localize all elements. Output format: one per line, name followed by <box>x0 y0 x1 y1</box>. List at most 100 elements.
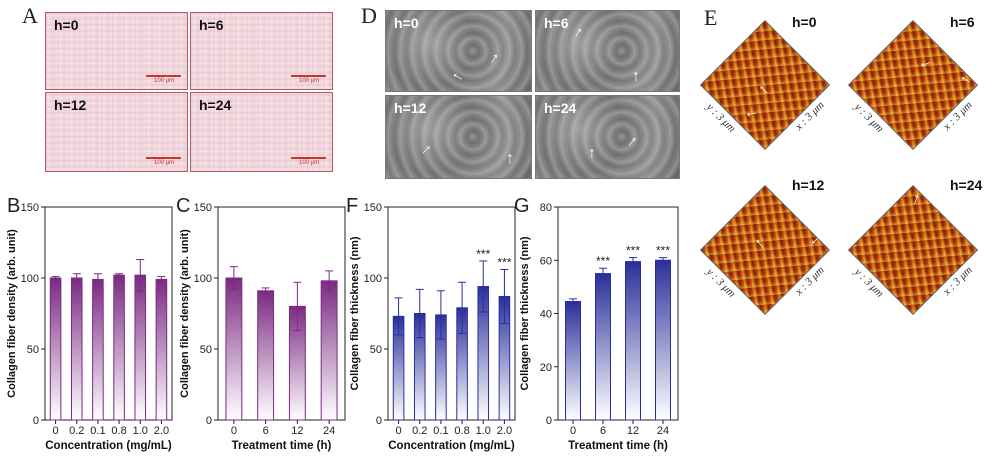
tile-label: h=12 <box>54 97 87 113</box>
y-tick-label: 20 <box>540 362 552 374</box>
y-tick-label: 0 <box>33 415 39 427</box>
tile-label: h=0 <box>54 17 79 33</box>
tile-label: h=12 <box>792 177 825 193</box>
bar <box>257 290 275 421</box>
x-tick-label: 1.0 <box>133 425 148 437</box>
x-axis-label: Concentration (mg/mL) <box>45 440 172 452</box>
tile-label: h=6 <box>544 15 569 31</box>
sem-image-h6: h=6 ↑ ↑ <box>535 10 680 92</box>
scale-bar <box>146 75 181 77</box>
bar <box>49 277 62 421</box>
tile-label: h=24 <box>199 97 232 113</box>
x-tick-label: 12 <box>627 425 639 437</box>
plot-frame <box>217 206 346 421</box>
significance-label: *** <box>476 247 490 261</box>
significance-label: *** <box>656 244 670 258</box>
significance-label: *** <box>626 244 640 258</box>
bar <box>92 278 104 421</box>
bar <box>320 280 338 421</box>
x-tick-label: 0.1 <box>433 425 448 437</box>
histology-image-h12: h=12 100 μm <box>45 92 188 172</box>
scale-bar-label: 100 μm <box>154 78 175 84</box>
y-tick-label: 40 <box>540 309 552 321</box>
arrow-icon: ↑ <box>632 68 640 85</box>
y-tick-label: 150 <box>21 202 39 214</box>
y-axis-label: Collagen fiber thickness (nm) <box>349 236 361 390</box>
y-tick-label: 50 <box>200 344 212 356</box>
x-tick-label: 0.8 <box>454 425 469 437</box>
x-tick-label: 0.2 <box>412 425 427 437</box>
scale-bar-label: 100 μm <box>154 160 175 166</box>
scale-bar <box>291 75 326 77</box>
x-tick-label: 0 <box>231 425 237 437</box>
bar <box>113 274 125 421</box>
x-tick-label: 2.0 <box>497 425 512 437</box>
x-tick-label: 0.1 <box>90 425 105 437</box>
y-tick-label: 150 <box>194 202 212 214</box>
significance-label: *** <box>497 255 511 269</box>
sem-image-h24: h=24 ↑ ↑ <box>535 95 680 179</box>
x-tick-label: 0 <box>53 425 59 437</box>
y-tick-label: 150 <box>364 202 382 214</box>
scale-bar <box>146 157 181 159</box>
x-tick-label: 24 <box>323 425 335 437</box>
arrow-icon: ↑ <box>506 150 514 167</box>
y-tick-label: 100 <box>364 273 382 285</box>
y-axis-label: Collagen fiber density (arb. unit) <box>179 229 191 398</box>
bar <box>225 277 243 421</box>
bar <box>655 259 671 421</box>
y-tick-label: 50 <box>27 344 39 356</box>
x-axis-label: Concentration (mg/mL) <box>388 440 515 452</box>
panel-label-f: F <box>346 195 358 217</box>
panel-label-b: B <box>7 195 20 217</box>
y-tick-label: 0 <box>376 415 382 427</box>
panel-label-e: E <box>704 5 718 30</box>
bar <box>595 273 611 421</box>
y-tick-label: 60 <box>540 255 552 267</box>
y-tick-label: 0 <box>206 415 212 427</box>
scale-bar-label: 100 μm <box>299 78 320 84</box>
y-tick-label: 0 <box>546 415 552 427</box>
y-tick-label: 100 <box>194 273 212 285</box>
x-tick-label: 0.8 <box>111 425 126 437</box>
panel-label-g: G <box>514 195 530 217</box>
panel-label-d: D <box>361 3 377 28</box>
y-axis-label: Collagen fiber density (arb. unit) <box>6 229 18 398</box>
y-tick-label: 100 <box>21 273 39 285</box>
bar <box>134 274 147 421</box>
x-tick-label: 2.0 <box>154 425 169 437</box>
sem-image-h12: h=12 ↑ ↑ <box>385 95 532 179</box>
x-tick-label: 0 <box>396 425 402 437</box>
x-tick-label: 1.0 <box>476 425 491 437</box>
scale-bar <box>291 157 326 159</box>
significance-label: *** <box>596 254 610 268</box>
tile-label: h=24 <box>544 100 577 116</box>
x-tick-label: 0.2 <box>69 425 84 437</box>
tile-label: h=12 <box>394 100 427 116</box>
x-tick-label: 12 <box>291 425 303 437</box>
tile-label: h=0 <box>394 15 419 31</box>
tile-label: h=6 <box>199 17 224 33</box>
bar <box>70 277 83 421</box>
bar <box>565 301 581 421</box>
tile-label: h=24 <box>950 177 983 193</box>
x-tick-label: 0 <box>570 425 576 437</box>
plot-frame <box>44 206 173 421</box>
x-tick-label: 6 <box>263 425 269 437</box>
x-tick-label: 6 <box>600 425 606 437</box>
x-axis-label: Treatment time (h) <box>232 440 332 452</box>
tile-label: h=6 <box>950 14 975 30</box>
panel-label-a: A <box>22 3 38 28</box>
histology-image-h0: h=0 100 μm <box>45 12 188 90</box>
x-tick-label: 24 <box>657 425 669 437</box>
y-tick-label: 50 <box>370 344 382 356</box>
panel-label-c: C <box>176 195 190 217</box>
y-axis-label: Collagen fiber thickness (nm) <box>519 236 531 390</box>
plot-frame <box>387 206 516 421</box>
tile-label: h=0 <box>792 14 817 30</box>
y-tick-label: 80 <box>540 202 552 214</box>
bar <box>155 278 168 421</box>
x-axis-label: Treatment time (h) <box>568 440 668 452</box>
histology-image-h24: h=24 100 μm <box>190 92 333 172</box>
